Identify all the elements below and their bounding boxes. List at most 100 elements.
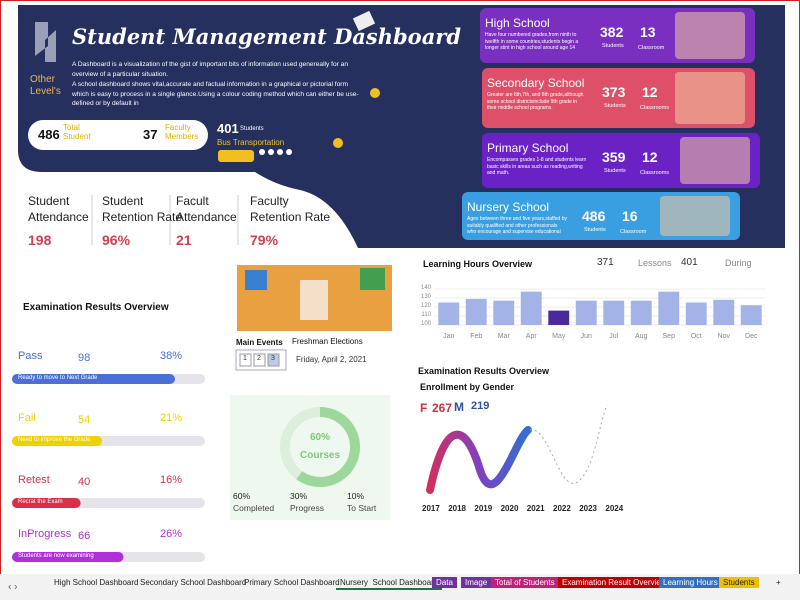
year-label: 2023 — [579, 504, 597, 513]
exam-bar — [12, 498, 81, 508]
exam-caption: Ready to move to Next Grade — [18, 375, 98, 381]
sheet-tab[interactable]: + — [776, 578, 781, 587]
school-name: Primary School — [487, 141, 569, 155]
exam-bar — [12, 374, 175, 384]
school-students-label: Students — [604, 168, 626, 174]
exam-count: 66 — [78, 530, 91, 542]
paper-icon — [352, 10, 376, 32]
legend-label: Completed — [233, 503, 275, 513]
exam-percent: 16% — [160, 474, 183, 486]
year-label: 2022 — [553, 504, 571, 513]
sheet-tab[interactable]: Nursery School Dashboard — [336, 577, 443, 590]
exam-caption: Students are now examining — [18, 553, 94, 559]
school-students: 373 — [602, 84, 626, 100]
people-icons — [259, 149, 292, 155]
page-number[interactable]: 2 — [257, 355, 261, 362]
school-students: 359 — [602, 149, 626, 165]
y-tick-label: 130 — [420, 294, 431, 300]
legend-value: 30% — [290, 491, 308, 501]
sheet-tab[interactable]: Primary School Dashboard — [244, 578, 340, 587]
school-students-label: Students — [604, 103, 626, 109]
legend-value: 60% — [233, 491, 251, 501]
exam-label: Pass — [18, 350, 43, 362]
page-button — [239, 353, 252, 367]
chart-title: Learning Hours Overview — [423, 259, 533, 269]
school-students-label: Students — [584, 227, 606, 233]
enrollment-wave — [426, 426, 532, 494]
school-name: Secondary School — [487, 76, 585, 90]
school-classrooms: 13 — [640, 24, 656, 40]
sheet-tab[interactable]: High School Dashboard — [54, 578, 139, 587]
exam-count: 98 — [78, 352, 91, 364]
x-tick-label: May — [552, 333, 566, 340]
school-students: 486 — [582, 208, 606, 224]
sheet-tab[interactable]: Examination Result Overview — [558, 577, 671, 588]
exam-caption: Recrat the Exam — [18, 499, 63, 505]
sheet-tab[interactable]: Secondary School Dashboard — [140, 578, 247, 587]
bar — [630, 300, 652, 325]
school-description: Greater are 6th,7th, and 8th grade,altho… — [487, 92, 584, 111]
logo-icon — [35, 22, 56, 62]
bar — [740, 305, 762, 325]
donut-arc — [280, 407, 360, 487]
x-tick-label: Dec — [745, 333, 758, 340]
description: A school dashboard shows vital,accurate … — [72, 81, 359, 108]
kpi-label: Facult Attendance — [176, 194, 237, 224]
female-count: 267 — [432, 401, 453, 415]
stat-number: 486 — [38, 127, 60, 142]
school-classrooms: 12 — [642, 149, 658, 165]
school-name: Nursery School — [467, 200, 550, 214]
bar — [658, 291, 680, 325]
sheet-tab[interactable]: Learning Hours — [659, 577, 722, 588]
kpi-value: 96% — [102, 232, 131, 248]
school-photo — [675, 72, 745, 124]
page-button — [253, 353, 266, 367]
enroll-subtitle: Enrollment by Gender — [420, 382, 515, 392]
legend-label: Progress — [290, 503, 325, 513]
enroll-title: Examination Results Overview — [418, 366, 550, 376]
male-label: M — [454, 400, 464, 414]
year-label: 2021 — [526, 504, 545, 513]
school-classrooms-label: Classrooms — [640, 105, 670, 111]
bar — [575, 300, 597, 325]
school-photo — [660, 196, 730, 236]
x-tick-label: Mar — [497, 333, 510, 340]
title: Student Management Dashboard — [72, 24, 462, 49]
school-photo — [680, 137, 750, 184]
bulb-icon — [370, 88, 380, 98]
year-label: 2024 — [605, 504, 624, 513]
school-students-label: Students — [602, 43, 624, 49]
exam-count: 54 — [78, 414, 91, 426]
during-label: During — [725, 258, 752, 268]
exam-label: InProgress — [18, 528, 72, 540]
sheet-tab[interactable]: Image — [461, 577, 492, 588]
school-classrooms-label: Classroom — [620, 229, 647, 235]
sheet-tab[interactable]: Total of Students — [491, 577, 559, 588]
legend-value: 10% — [347, 491, 365, 501]
medal-icon — [333, 138, 343, 148]
y-tick-label: 110 — [421, 312, 431, 318]
page-number[interactable]: 3 — [271, 355, 275, 362]
donut-name: Courses — [300, 450, 341, 461]
sheet-tab[interactable]: Students — [719, 577, 759, 588]
tab-scroll[interactable]: ‹ › — [8, 582, 17, 593]
school-classrooms: 16 — [622, 208, 638, 224]
bar — [493, 300, 515, 325]
page-number[interactable]: 1 — [243, 355, 247, 362]
exam-percent: 21% — [160, 412, 183, 424]
bar — [713, 299, 735, 325]
y-tick-label: 120 — [420, 303, 431, 309]
bar — [548, 310, 570, 325]
exam-bar — [12, 552, 124, 562]
description: A Dashboard is a visualization of the gi… — [72, 61, 348, 78]
x-tick-label: Nov — [717, 333, 730, 340]
school-description: Encompasses grades 1-8 and students lear… — [487, 157, 587, 176]
bar — [465, 298, 487, 325]
sheet-tab[interactable]: Data — [432, 577, 457, 588]
x-tick-label: Jun — [580, 333, 592, 340]
donut-label: 60% — [309, 432, 330, 443]
exam-count: 40 — [78, 476, 91, 488]
stat-label: Total Student — [63, 123, 91, 141]
